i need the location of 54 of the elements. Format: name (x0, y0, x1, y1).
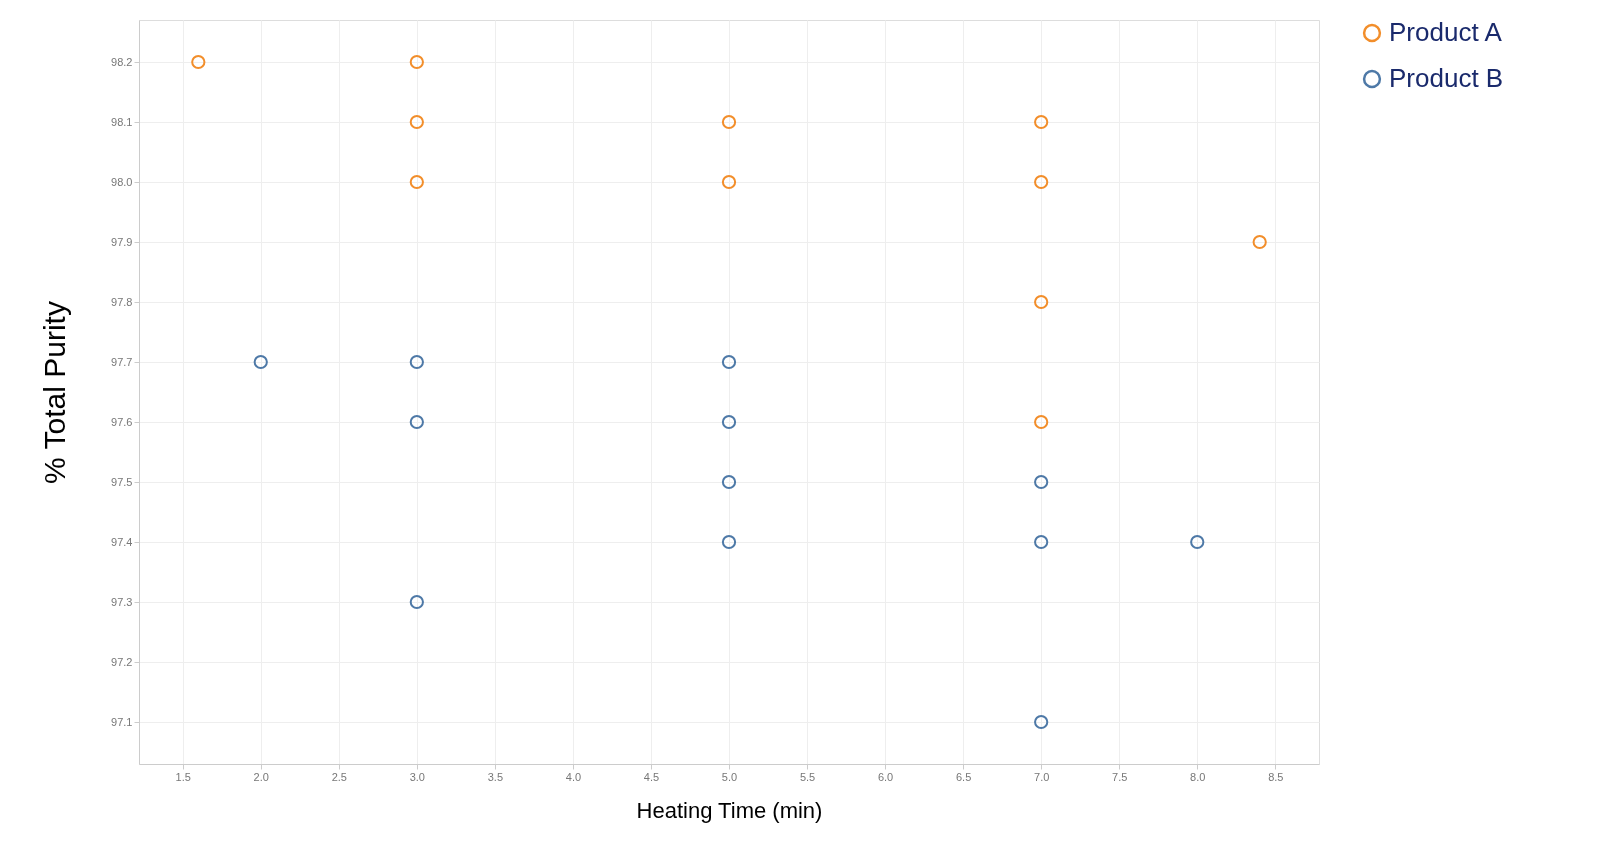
point (1252, 234, 1267, 250)
y-tick-label: 97.4 (111, 535, 133, 548)
point (409, 414, 424, 430)
x-tick-label: 4.0 (565, 770, 582, 783)
x-axis-title: Heating Time (min) (636, 797, 823, 823)
point (721, 474, 737, 490)
x-tick-label: 3.5 (487, 770, 504, 783)
point (409, 114, 424, 130)
point (409, 354, 424, 370)
point (1034, 414, 1049, 430)
x-tick-label: 2.0 (253, 770, 269, 783)
point (721, 414, 737, 430)
y-tick-label: 98.0 (111, 175, 133, 188)
y-tick-label: 97.2 (111, 655, 133, 668)
point (1034, 174, 1049, 190)
point (1034, 114, 1049, 130)
point (721, 534, 737, 550)
point (721, 354, 737, 370)
x-tick-label: 2.5 (331, 770, 347, 783)
x-tick-label: 6.5 (955, 770, 972, 783)
y-tick-label: 97.6 (111, 415, 133, 428)
y-tick-label: 98.1 (111, 115, 133, 128)
x-tick-label: 7.5 (1112, 770, 1128, 783)
x-tick-label: 8.5 (1268, 770, 1284, 783)
x-tick-label: 4.5 (643, 770, 660, 783)
point (721, 174, 737, 190)
x-tick-label: 5.5 (799, 770, 816, 783)
y-tick-label: 97.5 (111, 475, 133, 488)
y-tick-label: 98.2 (111, 55, 133, 68)
y-tick-label: 97.7 (111, 355, 133, 368)
legend-label: Product A (1389, 17, 1503, 47)
x-tick-label: 8.0 (1190, 770, 1206, 783)
point (191, 54, 206, 70)
point (721, 114, 737, 130)
point (1034, 534, 1049, 550)
x-tick-label: 1.5 (175, 770, 191, 783)
point (409, 594, 424, 610)
point (409, 54, 424, 70)
y-tick-label: 97.3 (111, 595, 133, 608)
y-tick-label: 97.8 (111, 295, 133, 308)
point (253, 354, 268, 370)
x-tick-label: 5.0 (721, 770, 738, 783)
y-axis-title: % Total Purity (38, 301, 72, 484)
y-tick-label: 97.9 (111, 235, 133, 248)
x-tick-label: 6.0 (877, 770, 894, 783)
legend-label: Product B (1389, 63, 1504, 93)
point (409, 174, 424, 190)
x-tick-label: 7.0 (1034, 770, 1050, 783)
point (1034, 294, 1049, 310)
x-tick-label: 3.0 (409, 770, 425, 783)
y-tick-label: 97.1 (111, 715, 133, 728)
point (1190, 534, 1205, 550)
point (1034, 474, 1049, 490)
point (1034, 714, 1049, 730)
